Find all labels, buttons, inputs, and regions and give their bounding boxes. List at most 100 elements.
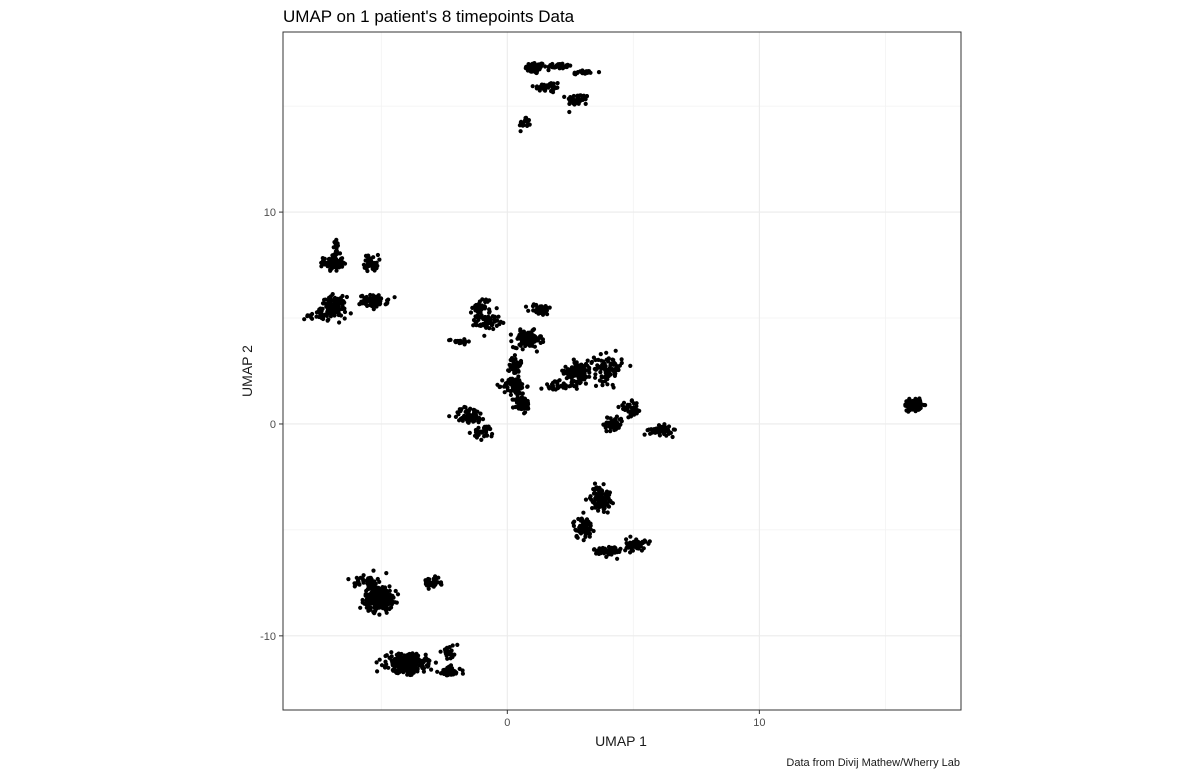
data-point [512,353,518,358]
data-point [320,256,325,261]
data-point [480,417,486,422]
data-point [517,379,522,384]
data-point [632,544,637,549]
data-point [520,391,525,396]
data-point [627,545,632,550]
data-point [913,404,919,409]
data-point [640,540,645,546]
data-point [468,406,473,411]
data-point [393,670,399,675]
data-point [569,380,574,385]
data-point [575,369,580,374]
data-point [415,666,420,672]
data-point [642,432,647,437]
data-point [355,579,360,584]
data-point [534,86,539,91]
data-point [466,339,471,344]
data-point [532,61,537,66]
data-point [460,671,465,676]
data-point [453,414,458,419]
data-point [446,649,451,654]
data-point [599,488,604,493]
data-point [585,358,590,363]
data-point [670,434,675,440]
data-point [438,649,443,654]
data-point [611,385,616,390]
data-point [551,86,556,92]
data-point [581,510,586,515]
data-point [575,535,580,540]
data-point [466,420,471,425]
data-point [473,409,478,414]
data-point [486,321,491,326]
data-point [589,497,594,502]
data-point [462,404,467,410]
data-point [621,400,627,405]
data-point [340,264,345,269]
data-point [593,375,598,380]
data-point [621,406,626,411]
data-point [633,539,638,545]
data-point [614,414,620,419]
data-point [387,588,392,593]
data-point [516,368,521,373]
data-point [448,665,453,670]
data-point [523,304,529,309]
y-tick-label: 10 [264,207,276,219]
data-point [487,307,492,312]
data-point [563,364,568,369]
data-point [302,317,307,322]
data-point [576,364,581,369]
data-point [605,415,610,420]
data-point [500,378,505,383]
data-point [626,415,631,420]
data-point [593,491,598,496]
data-point [523,343,528,349]
data-point [460,668,465,673]
data-point [514,400,520,405]
data-point [425,581,430,586]
data-point [514,382,519,387]
data-point [555,81,560,86]
data-point [610,368,615,373]
data-point [619,357,624,362]
data-point [373,609,378,614]
data-point [384,606,389,611]
data-point [396,655,401,660]
data-point [534,349,540,354]
data-point [600,379,605,384]
data-point [487,310,492,315]
data-point [378,586,383,592]
plot-area [282,31,962,711]
data-point [605,382,610,387]
data-point [377,579,382,585]
data-point [323,297,328,302]
data-point [460,415,465,421]
data-point [606,504,612,509]
data-point [353,582,358,587]
data-point [411,670,416,675]
data-point [605,490,610,495]
data-point [605,493,610,498]
data-point [567,101,572,106]
data-point [415,653,420,659]
data-point [628,534,633,539]
data-point [661,430,666,435]
data-point [450,654,455,660]
data-point [583,497,589,502]
data-point [467,430,472,435]
data-point [310,316,315,321]
data-point [549,62,554,68]
data-point [582,96,587,101]
data-point [325,263,330,268]
data-point [545,382,550,387]
data-point [573,72,578,77]
plot-panel [283,32,961,710]
data-point [392,295,397,300]
data-point [564,370,569,375]
data-point [394,600,399,605]
data-point [606,371,611,377]
data-point [547,386,552,391]
data-point [477,307,482,313]
y-axis-ticks: -10 0 10 [260,207,283,643]
